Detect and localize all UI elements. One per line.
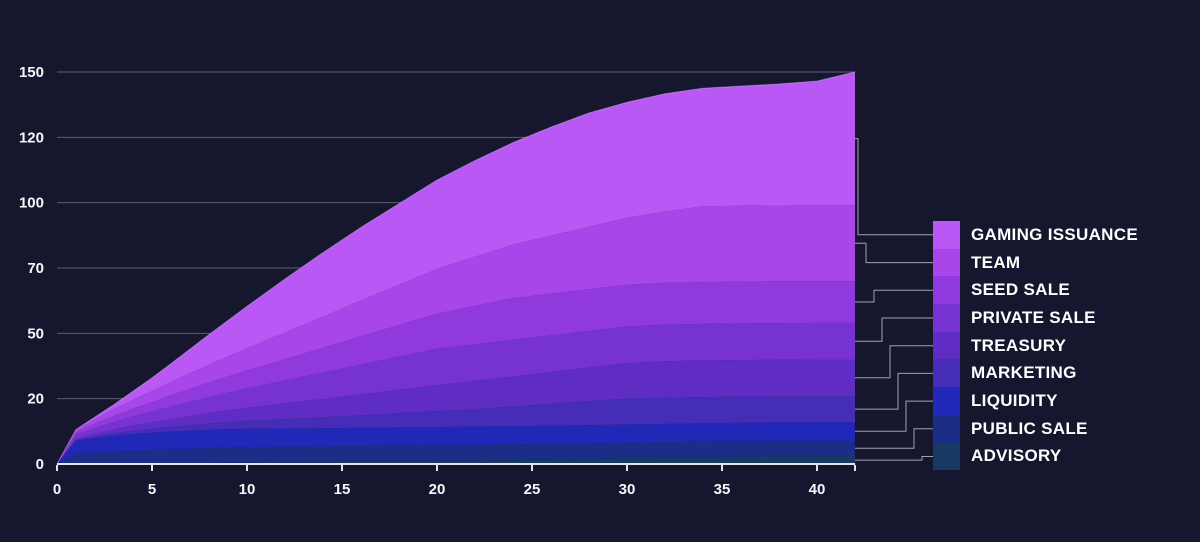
legend-item[interactable]: MARKETING	[933, 359, 1138, 388]
legend-connectors-group	[855, 138, 933, 461]
x-tick-label: 0	[53, 481, 61, 498]
y-tick-label: 150	[19, 64, 44, 81]
legend-label: SEED SALE	[971, 280, 1071, 300]
legend-connector-treasury	[855, 345, 933, 379]
legend-item[interactable]: GAMING ISSUANCE	[933, 221, 1138, 249]
area-advisory	[57, 456, 855, 464]
y-tick-label: 70	[27, 260, 44, 277]
legend-connector-gaming-issuance	[855, 138, 933, 236]
x-tick-label: 35	[714, 481, 731, 498]
legend-connector-public-sale	[855, 428, 933, 449]
legend-label: PUBLIC SALE	[971, 418, 1088, 438]
x-tick-label: 15	[334, 481, 351, 498]
legend-swatch	[933, 276, 960, 305]
legend-connector-seed-sale	[855, 289, 933, 303]
legend-label: GAMING ISSUANCE	[971, 224, 1138, 244]
legend-swatch	[933, 414, 960, 443]
legend-connector-liquidity	[855, 400, 933, 432]
y-axis-labels-group: 150 120 100 70 50 20 0	[19, 64, 44, 473]
legend-label: PRIVATE SALE	[971, 307, 1096, 327]
chart-legend: GAMING ISSUANCE TEAM SEED SALE PRIVATE S…	[933, 221, 1138, 471]
area-marketing	[57, 396, 855, 464]
legend-connector-marketing	[855, 372, 933, 410]
legend-label: LIQUIDITY	[971, 390, 1058, 410]
legend-swatch	[933, 359, 960, 388]
legend-swatch	[933, 304, 960, 332]
legend-item[interactable]: PUBLIC SALE	[933, 414, 1138, 443]
legend-swatch	[933, 387, 960, 415]
legend-item[interactable]: ADVISORY	[933, 442, 1138, 471]
area-series-group	[56, 71, 856, 465]
x-tick-label: 10	[239, 481, 256, 498]
x-tick-label: 25	[524, 481, 541, 498]
y-tick-label: 0	[36, 456, 44, 473]
x-tick-label: 30	[619, 481, 636, 498]
legend-item[interactable]: PRIVATE SALE	[933, 304, 1138, 332]
area-seed-sale	[57, 281, 855, 464]
axis-group	[56, 463, 856, 471]
total-curve-edge	[56, 71, 856, 465]
legend-swatch	[933, 221, 960, 249]
area-private-sale	[57, 322, 855, 464]
area-treasury	[57, 359, 855, 464]
legend-connector-private-sale	[855, 317, 933, 342]
area-public-sale	[57, 440, 855, 464]
legend-item[interactable]: TREASURY	[933, 331, 1138, 360]
legend-swatch	[933, 331, 960, 360]
x-tick-label: 20	[429, 481, 446, 498]
x-tick-label: 40	[809, 481, 826, 498]
area-liquidity	[57, 422, 855, 464]
legend-connector-advisory	[855, 456, 933, 461]
x-axis-labels-group: 0 5 10 15 20 25 30 35 40	[53, 481, 826, 498]
legend-connector-team	[855, 242, 933, 264]
legend-item[interactable]: LIQUIDITY	[933, 387, 1138, 415]
area-gaming-issuance	[57, 72, 855, 464]
legend-swatch	[933, 248, 960, 277]
legend-label: MARKETING	[971, 363, 1077, 383]
legend-item[interactable]: SEED SALE	[933, 276, 1138, 305]
y-tick-label: 100	[19, 195, 44, 212]
legend-label: ADVISORY	[971, 446, 1062, 466]
area-team	[57, 205, 855, 465]
legend-label: TEAM	[971, 252, 1021, 272]
y-tick-label: 20	[27, 391, 44, 408]
legend-swatch	[933, 442, 960, 471]
y-tick-label: 120	[19, 129, 44, 146]
legend-item[interactable]: TEAM	[933, 248, 1138, 277]
y-tick-label: 50	[27, 325, 44, 342]
x-tick-label: 5	[148, 481, 156, 498]
legend-label: TREASURY	[971, 335, 1067, 355]
